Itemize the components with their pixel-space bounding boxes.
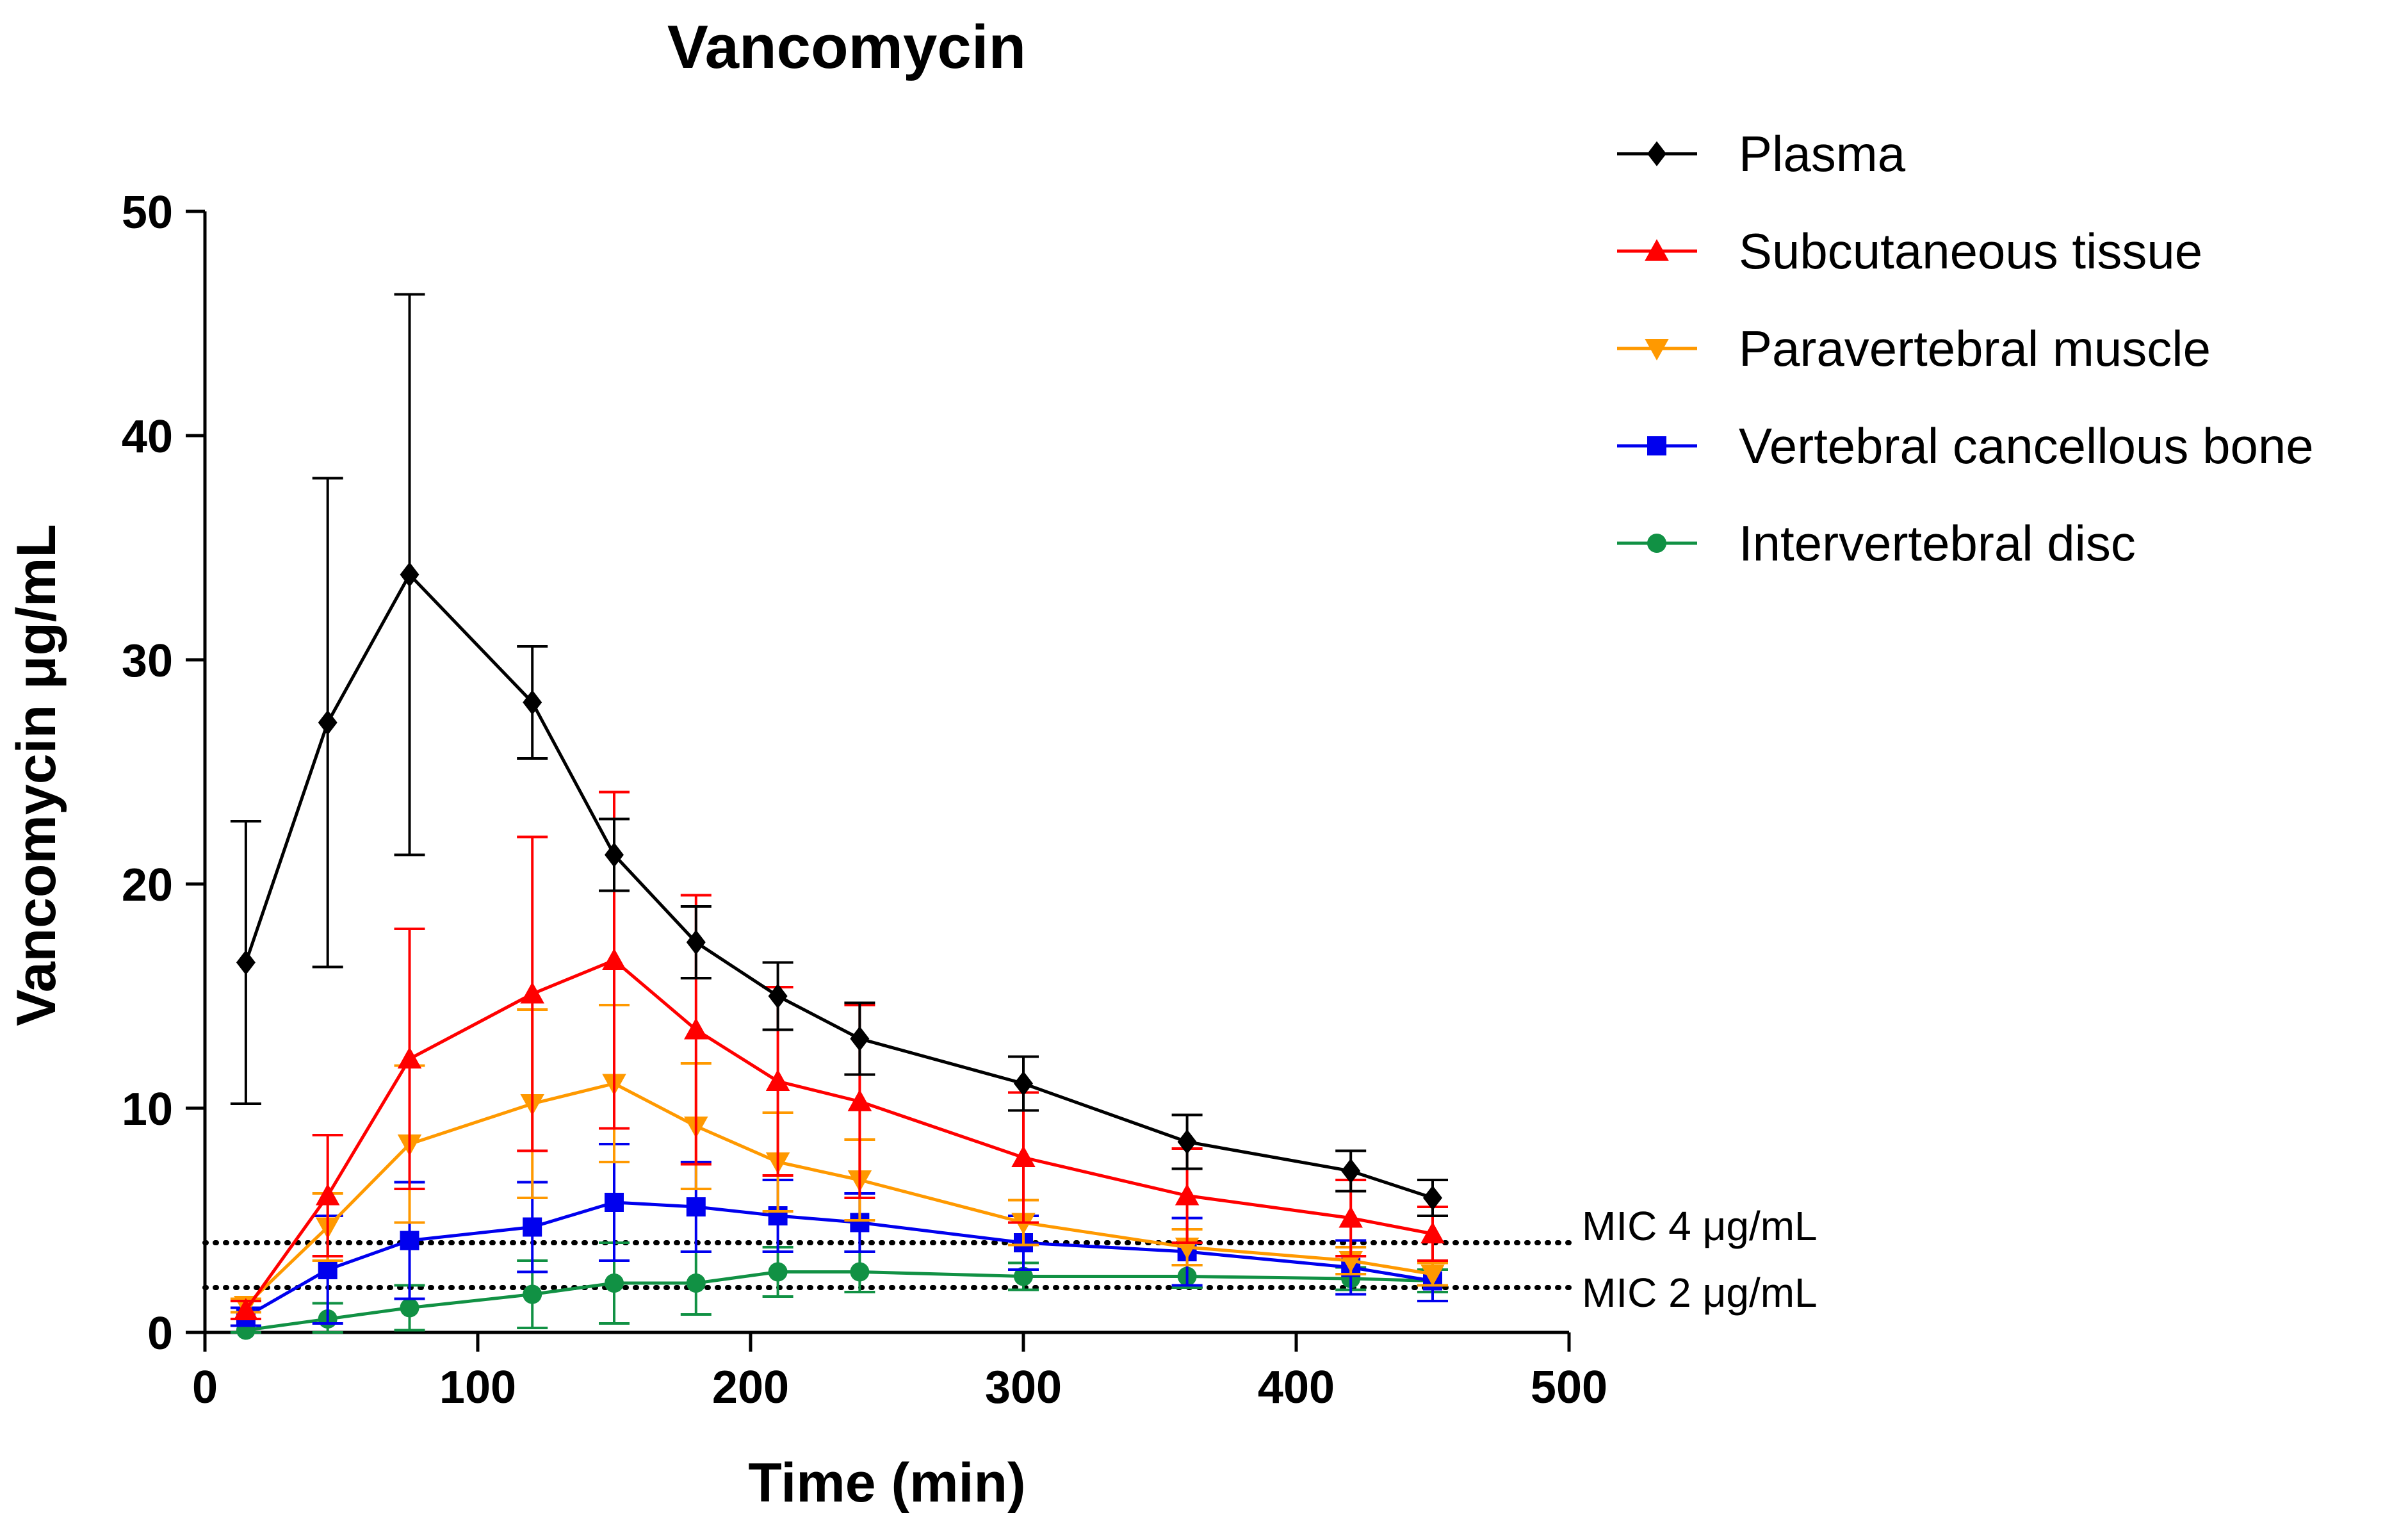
x-tick-label: 200 <box>712 1362 789 1413</box>
data-point <box>768 983 788 1009</box>
data-point <box>847 1089 872 1111</box>
series-vertebral-cancellous-bone <box>230 1143 1448 1327</box>
data-point <box>1175 1183 1200 1206</box>
y-tick-label: 20 <box>122 860 173 911</box>
data-point <box>397 1047 422 1068</box>
series-line <box>245 1270 1433 1332</box>
legend-label: Paravertebral muscle <box>1739 320 2211 377</box>
legend-item-intervertebral-disc: Intervertebral disc <box>1617 515 2136 571</box>
data-point <box>1014 1071 1033 1096</box>
data-point <box>686 1273 706 1293</box>
data-point <box>605 842 624 867</box>
series-line <box>245 1200 1433 1318</box>
series-line <box>245 1082 1433 1307</box>
legend-label: Intervertebral disc <box>1739 515 2136 571</box>
legend-item-paravertebral-muscle: Paravertebral muscle <box>1617 320 2211 377</box>
legend-swatch-marker <box>1647 141 1666 167</box>
axes: 0 100 200 300 400 500 0 10 20 30 40 50 <box>122 187 1607 1413</box>
data-point <box>318 1260 338 1279</box>
data-point <box>236 950 256 975</box>
x-tick-label: 400 <box>1258 1362 1335 1413</box>
legend-item-vertebral-cancellous-bone: Vertebral cancellous bone <box>1617 418 2314 474</box>
data-point <box>768 1262 788 1282</box>
data-point <box>523 690 542 715</box>
legend-label: Plasma <box>1739 126 1906 182</box>
series-line <box>244 573 1433 1200</box>
data-point <box>1420 1265 1445 1286</box>
data-point <box>400 1298 419 1318</box>
data-point <box>400 1231 419 1250</box>
legend-item-subcutaneous-tissue: Subcutaneous tissue <box>1617 223 2202 279</box>
x-tick-label: 0 <box>192 1362 218 1413</box>
data-point <box>520 981 544 1004</box>
legend-label: Vertebral cancellous bone <box>1739 418 2314 474</box>
data-point <box>523 1217 542 1237</box>
x-tick-label: 300 <box>985 1362 1062 1413</box>
data-point <box>686 1197 706 1216</box>
y-tick-label: 40 <box>122 411 173 463</box>
mic-label: MIC 2 μg/mL <box>1582 1270 1818 1316</box>
data-point <box>1420 1222 1445 1243</box>
data-point <box>1177 1129 1197 1154</box>
series-group <box>230 293 1448 1340</box>
data-point <box>602 948 626 970</box>
legend-swatch-marker <box>1647 534 1666 553</box>
data-point <box>1338 1206 1363 1228</box>
data-point <box>1423 1185 1442 1211</box>
x-axis-label: Time (min) <box>748 1452 1025 1514</box>
y-tick-label: 50 <box>122 187 173 238</box>
data-point <box>1341 1158 1361 1184</box>
legend-item-plasma: Plasma <box>1617 126 1906 182</box>
y-tick-label: 10 <box>122 1084 173 1135</box>
mic-label: MIC 4 μg/mL <box>1582 1203 1818 1249</box>
legend-label: Subcutaneous tissue <box>1739 223 2202 279</box>
data-point <box>605 1273 624 1293</box>
data-point <box>686 929 706 955</box>
y-axis-label: Vancomycin μg/mL <box>6 524 67 1026</box>
data-point <box>315 1183 340 1206</box>
x-tick-label: 500 <box>1531 1362 1607 1413</box>
data-point <box>318 710 338 735</box>
legend-swatch-marker <box>1645 239 1669 261</box>
data-point <box>523 1284 542 1304</box>
series-intervertebral-disc <box>230 1241 1448 1340</box>
data-point <box>400 562 419 587</box>
legend-swatch-marker <box>1645 339 1669 361</box>
legend-swatch-marker <box>1647 436 1666 455</box>
data-point <box>1014 1266 1033 1286</box>
data-point <box>605 1193 624 1212</box>
legend: Plasma Subcutaneous tissue Paravertebral m… <box>1617 126 2314 571</box>
data-point <box>234 1298 258 1320</box>
data-point <box>850 1026 870 1051</box>
data-point <box>1011 1145 1036 1167</box>
series-subcutaneous-tissue <box>230 790 1448 1320</box>
reference-lines: MIC 4 μg/mL MIC 2 μg/mL <box>202 1203 1818 1316</box>
series-plasma <box>230 293 1448 1217</box>
series-line <box>244 958 1433 1311</box>
x-tick-label: 100 <box>439 1362 516 1413</box>
data-point <box>684 1017 708 1040</box>
y-tick-label: 30 <box>122 635 173 687</box>
chart-title: Vancomycin <box>667 13 1026 81</box>
data-point <box>765 1069 790 1091</box>
data-point <box>850 1262 870 1282</box>
y-tick-label: 0 <box>147 1308 173 1359</box>
